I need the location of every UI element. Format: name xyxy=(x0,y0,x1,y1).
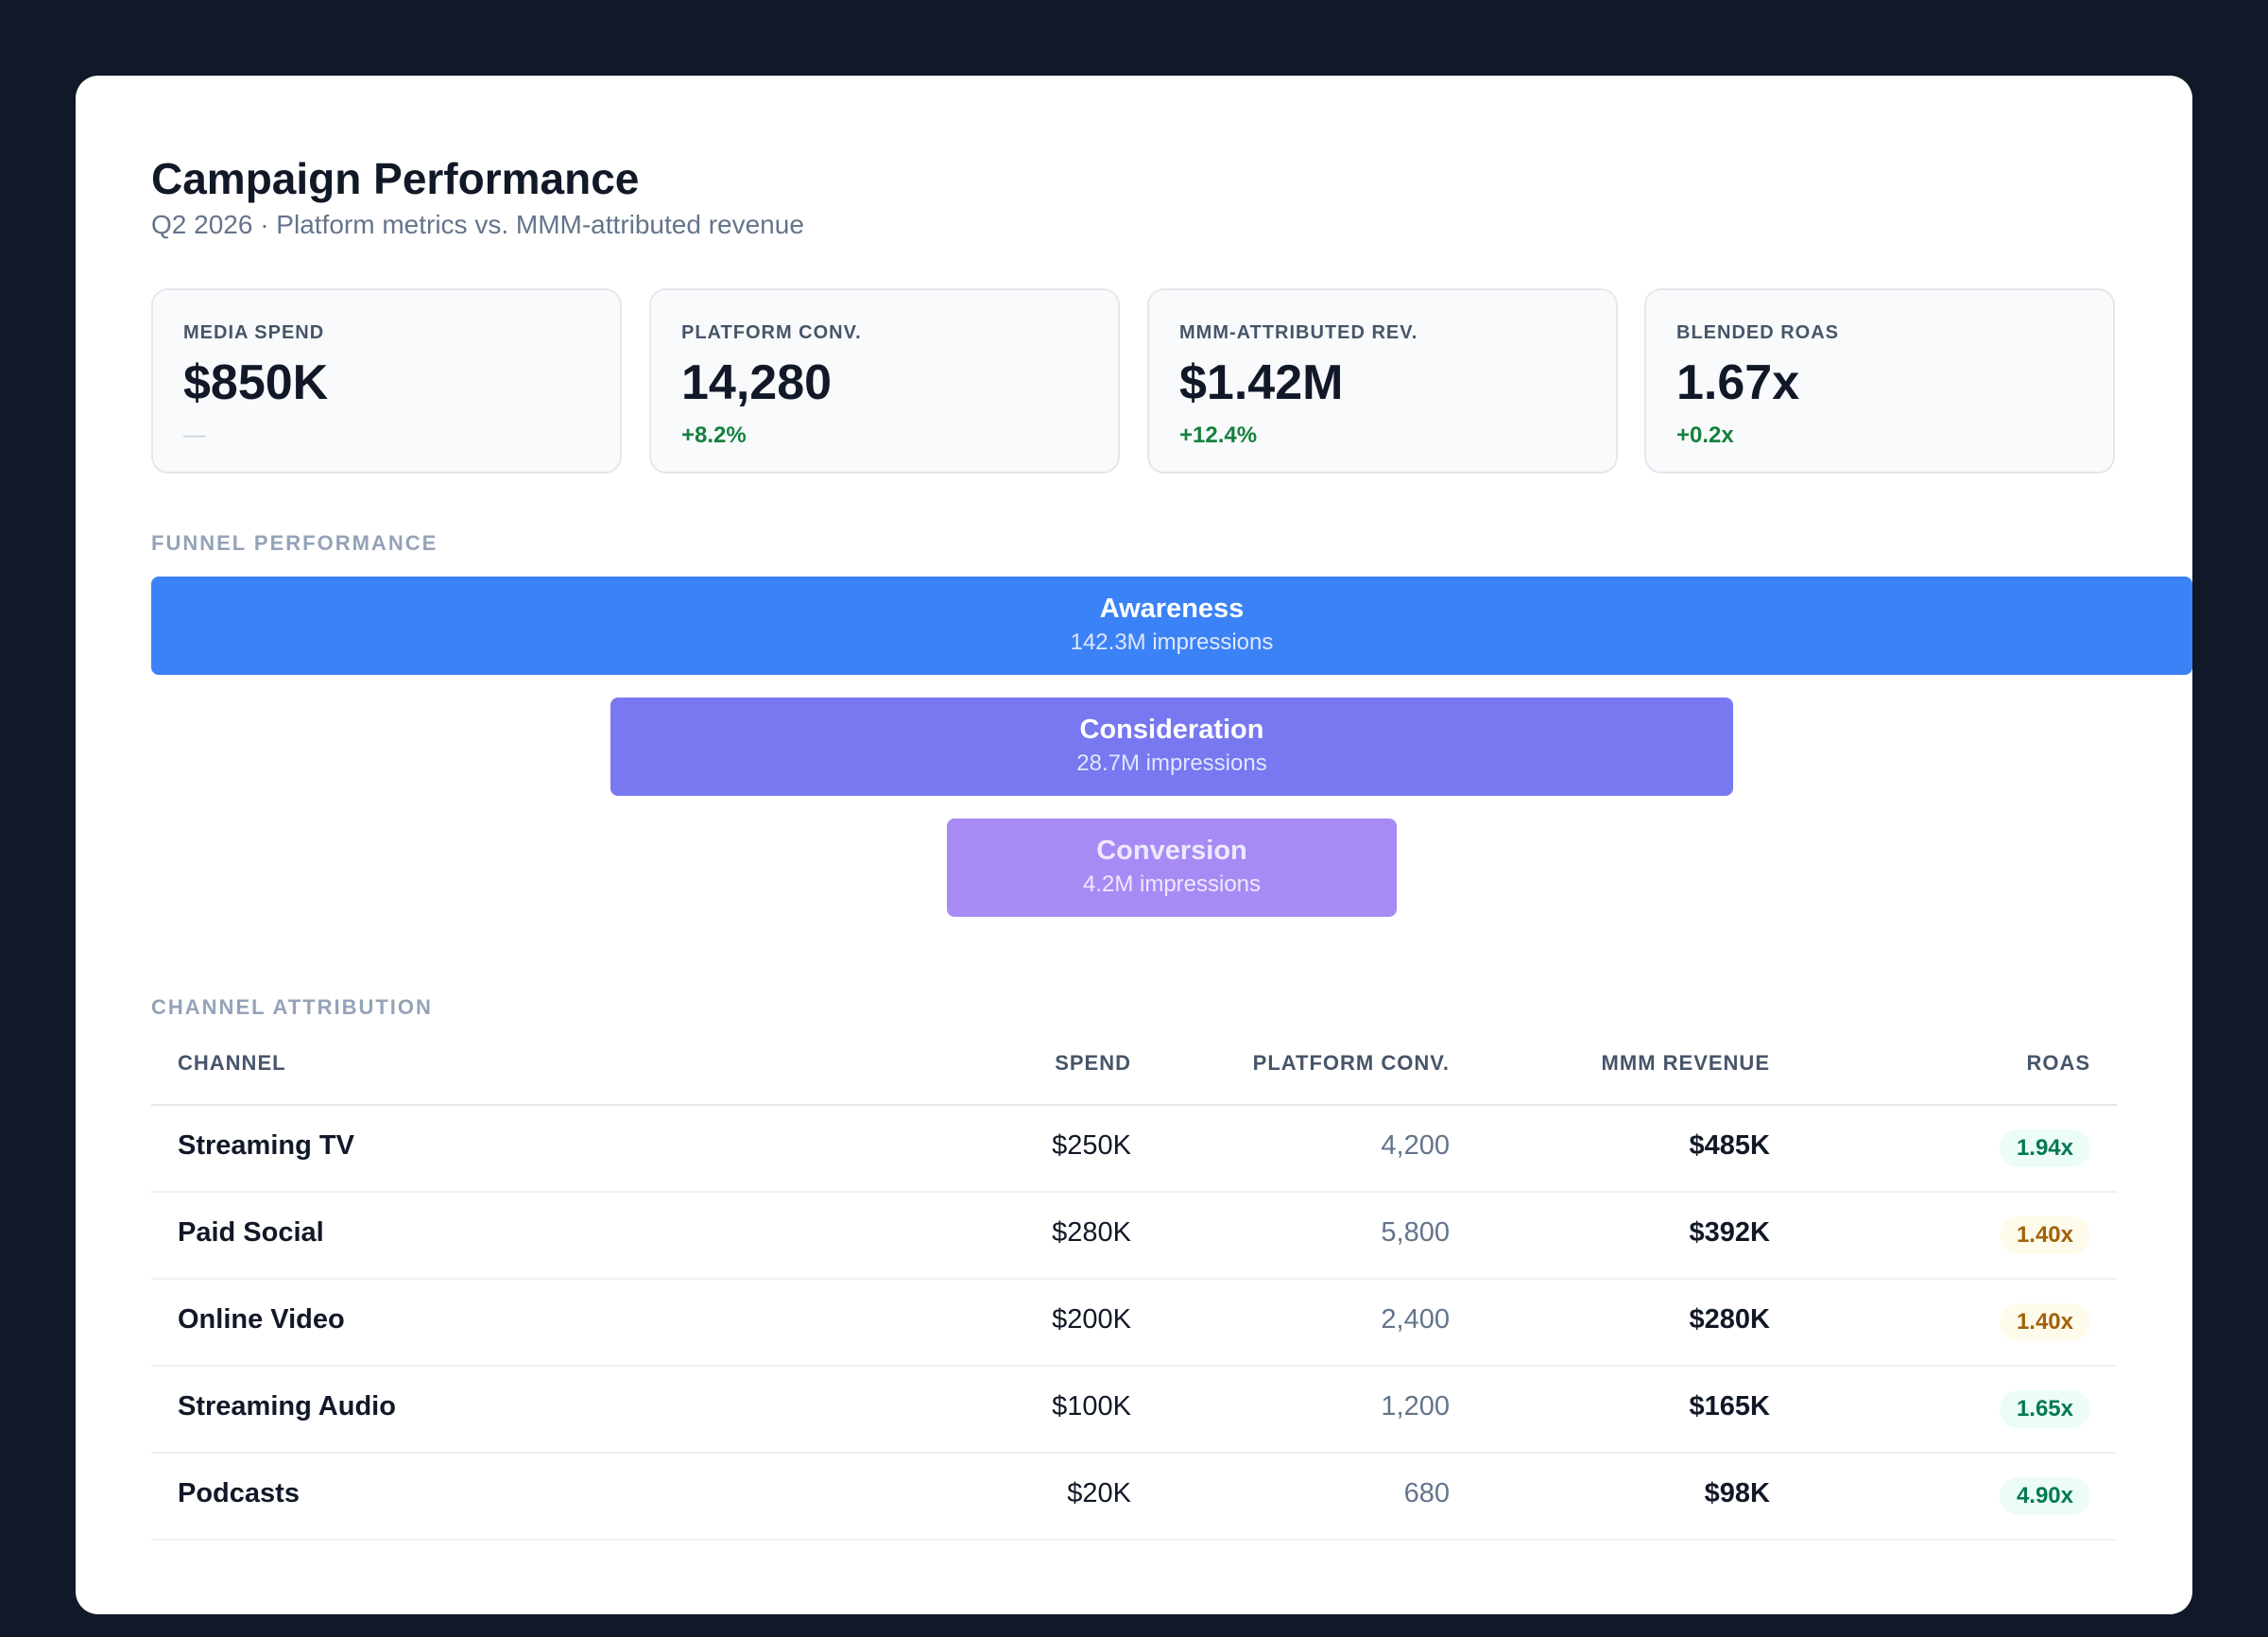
funnel-stage-metric: 28.7M impressions xyxy=(1076,750,1267,776)
cell-spend: $100K xyxy=(1052,1391,1131,1422)
cell-channel: Streaming Audio xyxy=(178,1391,396,1422)
kpi-label: MEDIA SPEND xyxy=(183,322,325,343)
cell-mmm-revenue: $485K xyxy=(1689,1130,1770,1161)
cell-channel: Streaming TV xyxy=(178,1130,354,1161)
cell-platform-conv: 4,200 xyxy=(1381,1130,1450,1161)
table-row: Online Video $200K 2,400 $280K 1.40x xyxy=(151,1280,2117,1367)
funnel-stage-consideration: Consideration 28.7M impressions xyxy=(610,698,1733,796)
kpi-label: BLENDED ROAS xyxy=(1676,322,1840,343)
kpi-card-platform-conv: PLATFORM CONV. 14,280 +8.2% xyxy=(649,288,1120,474)
roas-badge: 1.94x xyxy=(1999,1129,2090,1167)
roas-badge: 4.90x xyxy=(1999,1477,2090,1515)
cell-channel: Online Video xyxy=(178,1304,345,1335)
funnel-stage-metric: 142.3M impressions xyxy=(1070,629,1274,655)
cell-roas: 1.40x xyxy=(1999,1216,2090,1254)
cell-platform-conv: 1,200 xyxy=(1381,1391,1450,1422)
kpi-card-media-spend: MEDIA SPEND $850K — xyxy=(151,288,622,474)
column-header-platform-conv: PLATFORM CONV. xyxy=(1252,1051,1450,1075)
funnel-stage-awareness: Awareness 142.3M impressions xyxy=(151,577,2192,675)
kpi-row: MEDIA SPEND $850K — PLATFORM CONV. 14,28… xyxy=(151,288,2117,477)
kpi-value: $1.42M xyxy=(1179,355,1344,410)
cell-mmm-revenue: $280K xyxy=(1689,1304,1770,1335)
roas-badge: 1.65x xyxy=(1999,1390,2090,1428)
column-header-channel: CHANNEL xyxy=(178,1051,286,1075)
funnel-stage-conversion: Conversion 4.2M impressions xyxy=(947,818,1397,917)
kpi-value: 14,280 xyxy=(681,355,833,410)
kpi-label: MMM-ATTRIBUTED REV. xyxy=(1179,322,1418,343)
table-row: Paid Social $280K 5,800 $392K 1.40x xyxy=(151,1193,2117,1280)
cell-platform-conv: 5,800 xyxy=(1381,1217,1450,1248)
roas-badge: 1.40x xyxy=(1999,1303,2090,1341)
cell-roas: 1.94x xyxy=(1999,1129,2090,1167)
funnel-stage-name: Conversion xyxy=(1096,836,1247,866)
cell-spend: $280K xyxy=(1052,1217,1131,1248)
kpi-card-mmm-revenue: MMM-ATTRIBUTED REV. $1.42M +12.4% xyxy=(1147,288,1618,474)
cell-roas: 4.90x xyxy=(1999,1477,2090,1515)
cell-mmm-revenue: $392K xyxy=(1689,1217,1770,1248)
attribution-section-label: CHANNEL ATTRIBUTION xyxy=(151,995,433,1019)
cell-mmm-revenue: $98K xyxy=(1704,1478,1770,1508)
kpi-delta: +0.2x xyxy=(1676,422,1734,448)
channel-attribution-table: CHANNEL SPEND PLATFORM CONV. MMM REVENUE… xyxy=(151,1021,2117,1541)
cell-mmm-revenue: $165K xyxy=(1689,1391,1770,1422)
table-header: CHANNEL SPEND PLATFORM CONV. MMM REVENUE… xyxy=(151,1021,2117,1106)
funnel-stage-metric: 4.2M impressions xyxy=(1082,871,1262,897)
kpi-delta: — xyxy=(183,422,206,448)
table-row: Streaming Audio $100K 1,200 $165K 1.65x xyxy=(151,1367,2117,1454)
kpi-label: PLATFORM CONV. xyxy=(681,322,862,343)
kpi-card-blended-roas: BLENDED ROAS 1.67x +0.2x xyxy=(1644,288,2115,474)
table-row: Streaming TV $250K 4,200 $485K 1.94x xyxy=(151,1106,2117,1193)
kpi-value: 1.67x xyxy=(1676,355,1800,410)
kpi-delta: +12.4% xyxy=(1179,422,1258,448)
kpi-value: $850K xyxy=(183,355,329,410)
column-header-mmm-revenue: MMM REVENUE xyxy=(1601,1051,1770,1075)
cell-platform-conv: 680 xyxy=(1403,1478,1450,1508)
table-row: Podcasts $20K 680 $98K 4.90x xyxy=(151,1454,2117,1541)
page-title: Campaign Performance xyxy=(151,154,640,203)
funnel-stage-name: Consideration xyxy=(1079,715,1264,745)
cell-platform-conv: 2,400 xyxy=(1381,1304,1450,1335)
cell-spend: $200K xyxy=(1052,1304,1131,1335)
funnel-stage-name: Awareness xyxy=(1099,594,1245,624)
page-subtitle: Q2 2026 · Platform metrics vs. MMM-attri… xyxy=(151,210,804,239)
column-header-spend: SPEND xyxy=(1055,1051,1131,1075)
cell-spend: $250K xyxy=(1052,1130,1131,1161)
funnel-section-label: FUNNEL PERFORMANCE xyxy=(151,531,438,555)
cell-channel: Paid Social xyxy=(178,1217,324,1248)
cell-channel: Podcasts xyxy=(178,1478,300,1508)
kpi-delta: +8.2% xyxy=(681,422,747,448)
column-header-roas: ROAS xyxy=(2026,1051,2090,1075)
cell-roas: 1.65x xyxy=(1999,1390,2090,1428)
roas-badge: 1.40x xyxy=(1999,1216,2090,1254)
dashboard-card: Campaign Performance Q2 2026 · Platform … xyxy=(76,76,2192,1614)
cell-roas: 1.40x xyxy=(1999,1303,2090,1341)
cell-spend: $20K xyxy=(1067,1478,1131,1508)
